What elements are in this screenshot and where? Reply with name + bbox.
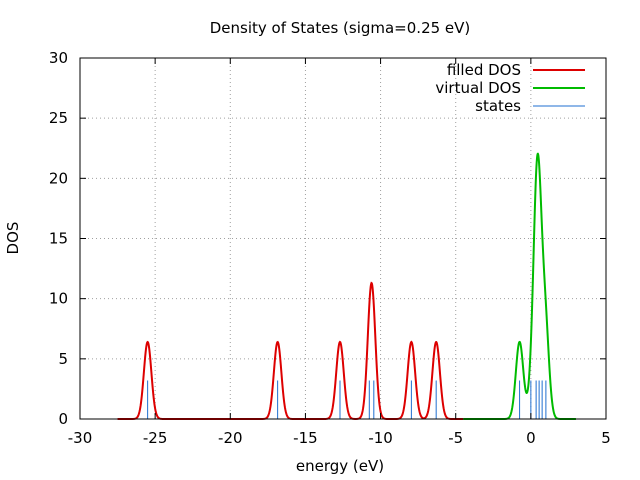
y-tick-label: 20 [49, 169, 68, 187]
y-axis-label: DOS [4, 222, 22, 255]
y-tick-label: 25 [49, 109, 68, 127]
y-tick-label: 0 [58, 410, 68, 428]
x-tick-label: -10 [368, 429, 393, 447]
legend-label: states [475, 97, 521, 115]
ticks: -30 -25 -20 -15 -10 -5 0 5 0 5 10 15 20 25 30 [49, 49, 611, 447]
x-axis-label: energy (eV) [296, 457, 384, 475]
legend-label: virtual DOS [435, 79, 521, 97]
x-tick-label: 5 [601, 429, 611, 447]
y-tick-label: 15 [49, 230, 68, 248]
x-tick-label: -25 [143, 429, 168, 447]
y-tick-label: 30 [49, 49, 68, 67]
chart-title: Density of States (sigma=0.25 eV) [210, 19, 471, 37]
series-line-1 [463, 152, 576, 420]
grid-lines [80, 58, 606, 419]
series-layer [117, 152, 576, 420]
legend-label: filled DOS [447, 61, 521, 79]
x-tick-label: 0 [526, 429, 536, 447]
x-tick-label: -5 [448, 429, 463, 447]
x-tick-label: -15 [293, 429, 318, 447]
x-tick-label: -20 [218, 429, 243, 447]
x-tick-label: -30 [68, 429, 93, 447]
y-tick-label: 5 [58, 350, 68, 368]
y-tick-label: 10 [49, 290, 68, 308]
